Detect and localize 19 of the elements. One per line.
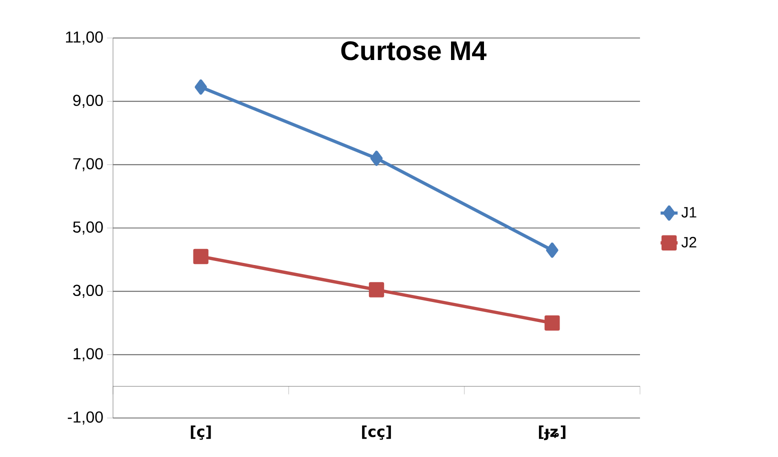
x-tick-label: [ɟʑ]: [538, 426, 566, 440]
y-tick-label: 11,00: [66, 31, 103, 45]
y-tick-label: 1,00: [74, 348, 103, 362]
y-tick-label: 5,00: [73, 221, 103, 235]
x-tick-label: [cç]: [362, 426, 391, 440]
point: [544, 315, 560, 331]
point: [368, 282, 384, 298]
point: [193, 248, 208, 264]
point: [370, 150, 383, 166]
legend-label: J1: [681, 207, 696, 218]
y-tick-label: -1,00: [68, 411, 103, 425]
point: [546, 242, 558, 258]
point: [194, 79, 207, 95]
y-tick-label: 7,00: [73, 158, 103, 172]
y-tick-label: 9,00: [73, 94, 103, 108]
legend-label: J2: [681, 236, 696, 248]
x-tick-label: [ç]: [190, 426, 211, 440]
y-tick-label: 3,00: [73, 284, 103, 298]
chart-title: Curtose M4: [341, 41, 486, 60]
